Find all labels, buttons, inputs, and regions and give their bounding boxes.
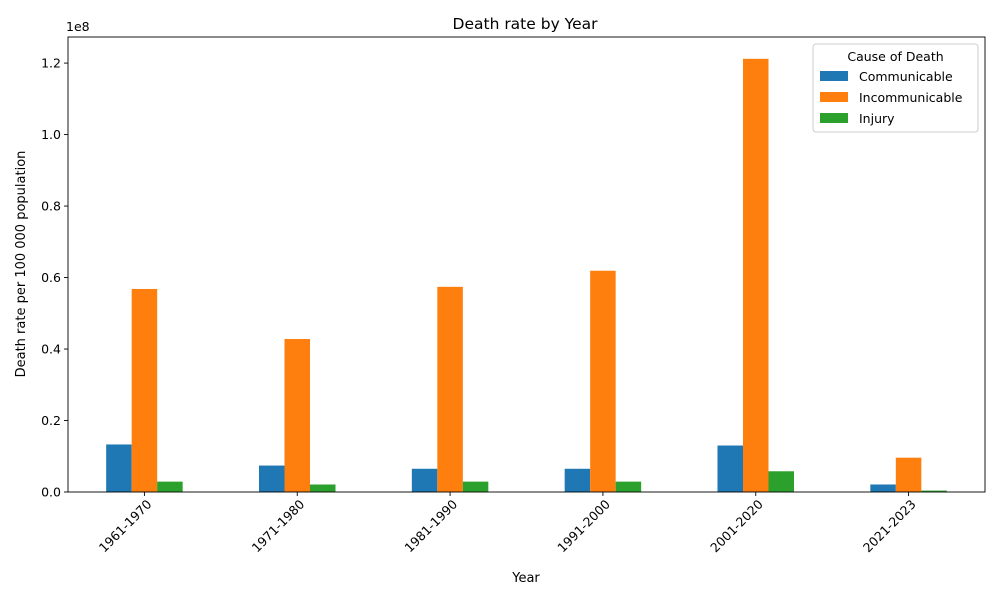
x-tick-label: 1991-2000: [554, 496, 613, 555]
legend-swatch-communicable: [820, 71, 848, 81]
y-tick-label: 0.6: [41, 270, 61, 285]
plot-area: 1961-1970 1971-1980 1981-1990 1991-2000 2001…: [41, 36, 986, 556]
axes-frame: [67, 36, 986, 493]
bar-injury-2001-2020: [768, 471, 794, 492]
x-tick-label: 1981-1990: [401, 496, 460, 555]
bar-incommunicable-2001-2020: [743, 58, 769, 493]
y-tick-label: 0.8: [41, 199, 61, 214]
x-axis-title: Year: [511, 571, 540, 586]
bar-communicable-1981-1990: [411, 468, 438, 492]
x-tick-label: 1961-1970: [96, 496, 155, 555]
bar-incommunicable-1961-1970: [131, 288, 158, 492]
y-tick-label: 1.2: [41, 56, 61, 71]
bar-incommunicable-1981-1990: [437, 286, 463, 492]
y-tick-label: 0.0: [41, 485, 61, 500]
legend-label-communicable: Communicable: [859, 69, 953, 84]
bar-communicable-2021-2023: [870, 484, 896, 492]
x-tick-label: 2001-2020: [707, 496, 766, 555]
legend-label-injury: Injury: [859, 111, 895, 126]
bar-injury-1971-1980: [310, 484, 336, 492]
y-tick-label: 0.4: [41, 342, 61, 357]
bar-communicable-1961-1970: [106, 444, 132, 492]
legend-label-incommunicable: Incommunicable: [859, 90, 963, 105]
bar-communicable-2001-2020: [717, 445, 743, 492]
y-axis-scale-label: 1e8: [66, 19, 90, 34]
chart-title: Death rate by Year: [453, 15, 599, 33]
bar-injury-1991-2000: [615, 481, 642, 492]
bar-injury-1981-1990: [462, 481, 489, 492]
bar-incommunicable-2021-2023: [895, 457, 922, 492]
legend-title: Cause of Death: [847, 49, 943, 64]
bar-communicable-1971-1980: [259, 465, 285, 492]
x-tick-label: 2021-2023: [860, 497, 919, 556]
legend: Cause of Death Communicable Incommunicable…: [812, 43, 979, 133]
bar-incommunicable-1991-2000: [590, 270, 616, 492]
y-axis-title: Death rate per 100 000 population: [14, 151, 29, 378]
bar-injury-2021-2023: [921, 490, 947, 492]
legend-swatch-incommunicable: [820, 92, 848, 102]
legend-box: [812, 43, 979, 133]
bar-incommunicable-1971-1980: [284, 339, 310, 492]
y-tick-label: 1.0: [41, 127, 61, 142]
y-tick-label: 0.2: [41, 413, 61, 428]
bar-communicable-1991-2000: [564, 468, 591, 492]
x-tick-label: 1971-1980: [249, 496, 308, 555]
bar-injury-1961-1970: [157, 481, 183, 492]
legend-swatch-injury: [820, 113, 848, 123]
